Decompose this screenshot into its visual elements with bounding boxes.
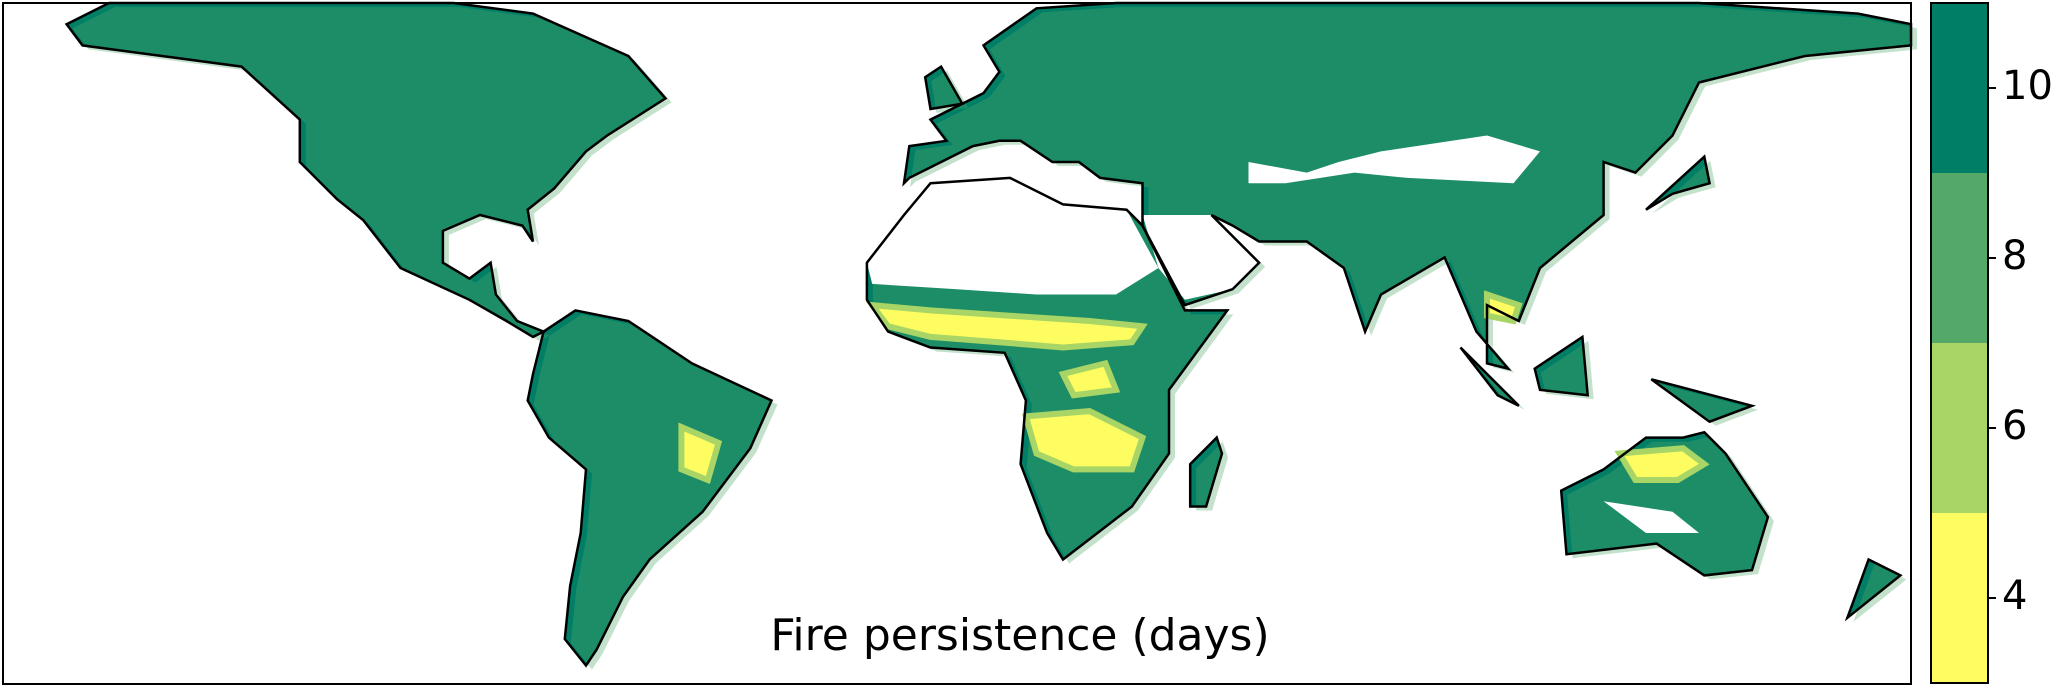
short-fire-area: [1058, 359, 1121, 399]
coastline: [1188, 435, 1224, 508]
land-area: [1190, 437, 1222, 507]
coastline: [1844, 557, 1903, 622]
mixed-area: [533, 314, 778, 670]
colorbar-segment: [1931, 513, 1988, 683]
coastline: [1533, 334, 1590, 397]
colorbar: 4 6 8 10: [1930, 2, 2053, 684]
coastlines: [64, 1, 1913, 668]
short-fire-area: [1022, 408, 1147, 473]
mixed-area: [1657, 383, 1758, 426]
mixed-area: [1466, 351, 1525, 410]
coastline: [1650, 378, 1757, 424]
land-area: [925, 66, 963, 109]
land-area: [1847, 559, 1901, 618]
colorbar-tick-label: 10: [2002, 63, 2053, 109]
short-fire-area: [1614, 445, 1710, 483]
land-area: [1561, 432, 1768, 576]
colorbar-tick-label: 4: [2002, 573, 2027, 619]
map-title: Fire persistence (days): [770, 610, 1269, 661]
coastline: [1645, 154, 1712, 211]
coastline: [64, 1, 668, 339]
mixed-area: [72, 7, 672, 341]
colorbar-segment: [1931, 173, 1988, 343]
mixed-area: [1567, 436, 1774, 580]
colorbar-segment: [1931, 3, 1988, 173]
land-area: [1651, 379, 1752, 422]
land-area: [527, 310, 772, 666]
mixed-area: [931, 70, 969, 113]
colorbar-tick-label: 6: [2002, 403, 2027, 449]
no-fire-area: [1248, 135, 1540, 184]
colorbar-tick-label: 8: [2002, 233, 2027, 279]
coastline: [1459, 346, 1520, 407]
coastline: [526, 309, 774, 668]
mixed-area: [1652, 160, 1716, 214]
land-area: [904, 3, 1911, 369]
land-area: [66, 3, 666, 337]
mixed-area: [1540, 340, 1594, 400]
coastline: [865, 176, 1230, 562]
short-fire-area: [865, 301, 1148, 351]
colorbar-segment: [1931, 343, 1988, 513]
short-fire-area: [678, 422, 723, 485]
colorbar-frame: [1930, 2, 1989, 684]
coastline: [923, 64, 965, 111]
land-area: [1534, 336, 1588, 396]
mixed-area: [910, 7, 1917, 373]
coastline: [1559, 430, 1770, 577]
no-fire-area: [1603, 501, 1699, 533]
no-fire-area: [665, 3, 841, 56]
map-frame: [2, 2, 1912, 685]
